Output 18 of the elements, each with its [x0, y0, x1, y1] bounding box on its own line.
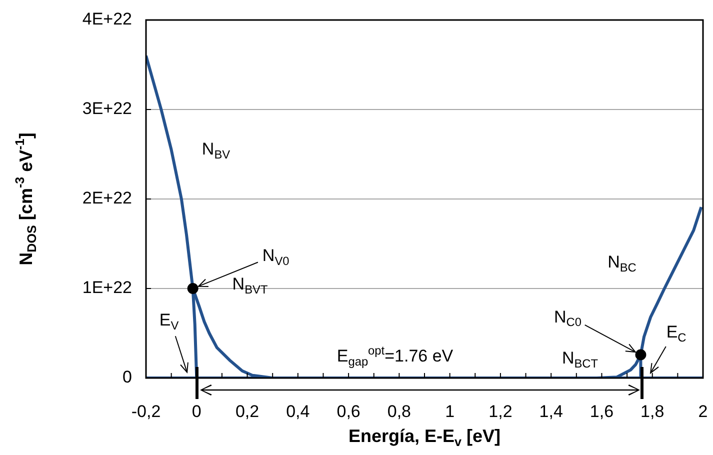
x-tick-label: 0,4 — [286, 402, 310, 421]
x-tick-label: 1,4 — [539, 402, 563, 421]
x-tick-label: 0 — [192, 402, 202, 421]
x-tick-label: -0,2 — [131, 402, 161, 421]
y-tick-label: 0 — [122, 368, 132, 387]
x-tick-label: 0,2 — [235, 402, 260, 421]
x-tick-label: 1,6 — [590, 402, 614, 421]
x-tick-label: 1 — [445, 402, 455, 421]
x-tick-label: 1,8 — [640, 402, 664, 421]
y-tick-label: 2E+22 — [82, 188, 132, 208]
y-tick-label: 4E+22 — [82, 10, 132, 29]
x-tick-label: 0,6 — [336, 402, 360, 421]
x-tick-label: 0,8 — [387, 402, 411, 421]
y-axis-title: NDOS [cm-3 eV-1] — [13, 132, 39, 266]
y-tick-label: 3E+22 — [82, 99, 132, 118]
x-tick-label: 2 — [698, 402, 708, 421]
x-tick-label: 1,2 — [488, 402, 512, 421]
y-tick-label: 1E+22 — [82, 278, 132, 298]
